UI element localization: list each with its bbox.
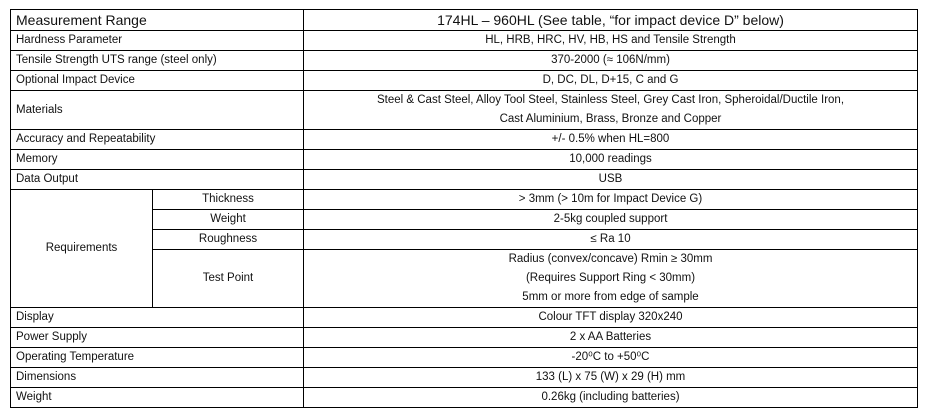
table-row: Operating Temperature -20⁰C to +50⁰C [10, 347, 918, 368]
table-row: Data Output USB [10, 169, 918, 190]
row-label: Weight [10, 387, 304, 408]
row-label: Optional Impact Device [10, 70, 304, 91]
row-label: Tensile Strength UTS range (steel only) [10, 50, 304, 71]
row-value: Steel & Cast Steel, Alloy Tool Steel, St… [303, 90, 918, 130]
row-label: Display [10, 307, 304, 328]
row-value: ≤ Ra 10 [303, 229, 918, 250]
row-label: Requirements [10, 189, 153, 308]
sub-label: Roughness [152, 229, 304, 250]
table-row: Measurement Range 174HL – 960HL (See tabl… [10, 9, 918, 31]
row-value: HL, HRB, HRC, HV, HB, HS and Tensile Str… [303, 30, 918, 51]
value-line: (Requires Support Ring < 30mm) [525, 272, 696, 284]
table-row: Requirements Thickness > 3mm (> 10m for Im… [10, 189, 918, 308]
table-row: Tensile Strength UTS range (steel only) 3… [10, 50, 918, 71]
row-value: +/- 0.5% when HL=800 [303, 129, 918, 150]
row-value: 133 (L) x 75 (W) x 29 (H) mm [303, 367, 918, 388]
table-row: Test Point Radius (convex/concave) Rmin ≥… [11, 249, 918, 308]
row-label: Operating Temperature [10, 347, 304, 368]
row-label: Dimensions [10, 367, 304, 388]
spec-table: Measurement Range 174HL – 960HL (See tabl… [10, 9, 918, 408]
table-row: Display Colour TFT display 320x240 [10, 307, 918, 328]
row-value: 10,000 readings [303, 149, 918, 170]
row-label: Data Output [10, 169, 304, 190]
table-row: Memory 10,000 readings [10, 149, 918, 170]
sub-label: Test Point [152, 249, 304, 308]
row-label: Hardness Parameter [10, 30, 304, 51]
row-value: 174HL – 960HL (See table, “for impact de… [303, 9, 918, 31]
table-row: Accuracy and Repeatability +/- 0.5% when … [10, 129, 918, 150]
row-label: Power Supply [10, 327, 304, 348]
sub-label: Weight [152, 209, 304, 230]
row-value: > 3mm (> 10m for Impact Device G) [303, 189, 918, 210]
row-value: 370-2000 (≈ 106N/mm) [303, 50, 918, 71]
row-value: 0.26kg (including batteries) [303, 387, 918, 408]
row-label: Memory [10, 149, 304, 170]
table-row: Dimensions 133 (L) x 75 (W) x 29 (H) mm [10, 367, 918, 388]
row-value: D, DC, DL, D+15, C and G [303, 70, 918, 91]
table-row: Materials Steel & Cast Steel, Alloy Tool … [10, 90, 918, 130]
row-value: Radius (convex/concave) Rmin ≥ 30mm (Requ… [303, 249, 918, 308]
row-label: Materials [10, 90, 304, 130]
table-row: Hardness Parameter HL, HRB, HRC, HV, HB, … [10, 30, 918, 51]
table-row: Power Supply 2 x AA Batteries [10, 327, 918, 348]
table-row: Weight 0.26kg (including batteries) [10, 387, 918, 408]
value-line: Cast Aluminium, Brass, Bronze and Copper [499, 113, 722, 125]
row-value: 2-5kg coupled support [303, 209, 918, 230]
row-label: Accuracy and Repeatability [10, 129, 304, 150]
table-row: Optional Impact Device D, DC, DL, D+15, C… [10, 70, 918, 91]
sub-label: Thickness [152, 189, 304, 210]
row-value: Colour TFT display 320x240 [303, 307, 918, 328]
row-value: 2 x AA Batteries [303, 327, 918, 348]
row-value: USB [303, 169, 918, 190]
value-line: Radius (convex/concave) Rmin ≥ 30mm [508, 253, 713, 265]
value-line: Steel & Cast Steel, Alloy Tool Steel, St… [376, 94, 845, 106]
row-value: -20⁰C to +50⁰C [303, 347, 918, 368]
value-line: 5mm or more from edge of sample [522, 291, 699, 303]
row-label: Measurement Range [10, 9, 304, 31]
